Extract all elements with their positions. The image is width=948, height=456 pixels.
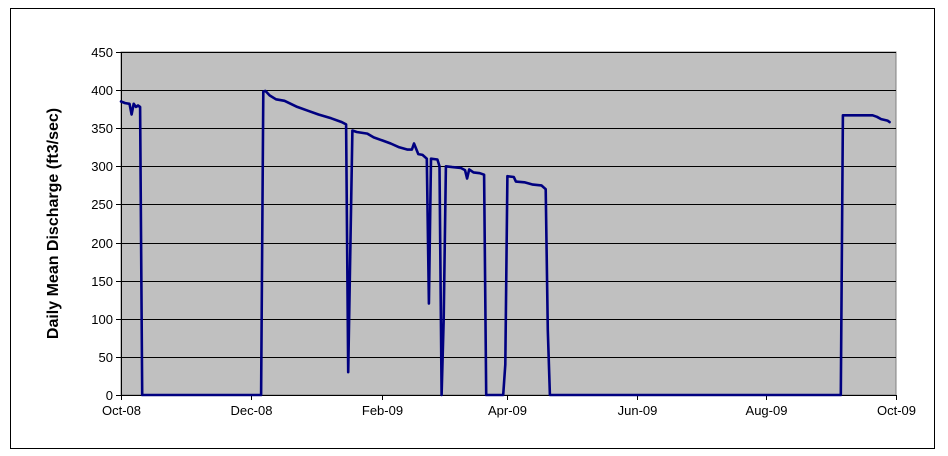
- plot-area: [120, 51, 897, 396]
- x-tick-label: Oct-08: [102, 403, 141, 418]
- x-tick-label: Aug-09: [746, 403, 788, 418]
- y-axis-title: Daily Mean Discharge (ft3/sec): [45, 108, 62, 339]
- x-tick-label: Feb-09: [362, 403, 403, 418]
- chart-frame: 0 50 100 150 200 250 300 350 400 450 Oct-08 Dec-08 F…: [10, 8, 935, 449]
- line-chart: 0 50 100 150 200 250 300 350 400 450 Oct-08 Dec-08 F…: [45, 45, 916, 418]
- y-tick-label: 0: [106, 388, 113, 403]
- y-tick-label: 100: [91, 312, 113, 327]
- y-tick-label: 400: [91, 83, 113, 98]
- y-tick-label: 350: [91, 121, 113, 136]
- y-tick-label: 300: [91, 159, 113, 174]
- y-tick-label: 450: [91, 45, 113, 60]
- x-tick-label: Jun-09: [618, 403, 658, 418]
- y-tick-label: 150: [91, 274, 113, 289]
- y-tick-label: 250: [91, 197, 113, 212]
- y-tick-label: 200: [91, 236, 113, 251]
- x-tick-label: Oct-09: [877, 403, 916, 418]
- discharge-series-line: [119, 89, 891, 397]
- x-tick-label: Dec-08: [231, 403, 273, 418]
- y-tick-label: 50: [99, 350, 113, 365]
- x-tick-label: Apr-09: [488, 403, 527, 418]
